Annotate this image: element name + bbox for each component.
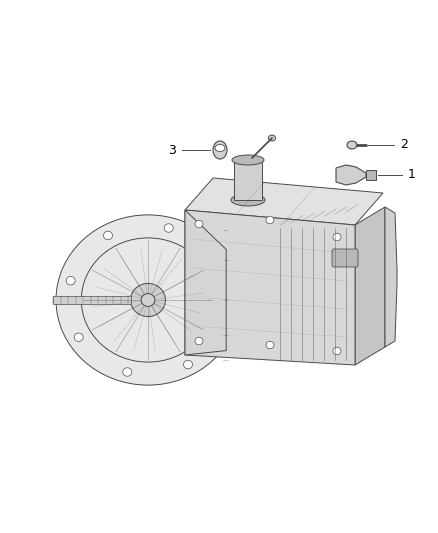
Ellipse shape <box>266 216 274 224</box>
Polygon shape <box>185 210 355 365</box>
Polygon shape <box>336 165 366 185</box>
Bar <box>366 170 376 180</box>
Ellipse shape <box>56 215 240 385</box>
Text: 1: 1 <box>408 168 416 182</box>
Ellipse shape <box>221 315 230 324</box>
Ellipse shape <box>213 141 227 159</box>
Ellipse shape <box>195 220 203 228</box>
Text: 2: 2 <box>400 139 408 151</box>
Text: 3: 3 <box>168 143 176 157</box>
Ellipse shape <box>74 333 83 342</box>
Ellipse shape <box>123 368 132 376</box>
Ellipse shape <box>164 224 173 232</box>
Ellipse shape <box>184 360 193 369</box>
Ellipse shape <box>66 277 75 285</box>
Bar <box>53 296 131 304</box>
Ellipse shape <box>333 348 341 355</box>
Ellipse shape <box>347 141 357 149</box>
Polygon shape <box>385 207 397 347</box>
Ellipse shape <box>103 231 113 240</box>
Ellipse shape <box>215 144 225 151</box>
Ellipse shape <box>231 194 265 206</box>
Ellipse shape <box>333 233 341 241</box>
Polygon shape <box>355 207 385 365</box>
FancyBboxPatch shape <box>332 249 358 267</box>
Ellipse shape <box>195 337 203 345</box>
Ellipse shape <box>266 341 274 349</box>
Ellipse shape <box>213 259 222 267</box>
Ellipse shape <box>81 238 215 362</box>
Ellipse shape <box>232 155 264 165</box>
Ellipse shape <box>141 294 155 306</box>
Polygon shape <box>234 158 262 200</box>
Polygon shape <box>185 210 226 355</box>
Ellipse shape <box>131 284 166 317</box>
Polygon shape <box>185 178 383 225</box>
Ellipse shape <box>268 135 276 141</box>
